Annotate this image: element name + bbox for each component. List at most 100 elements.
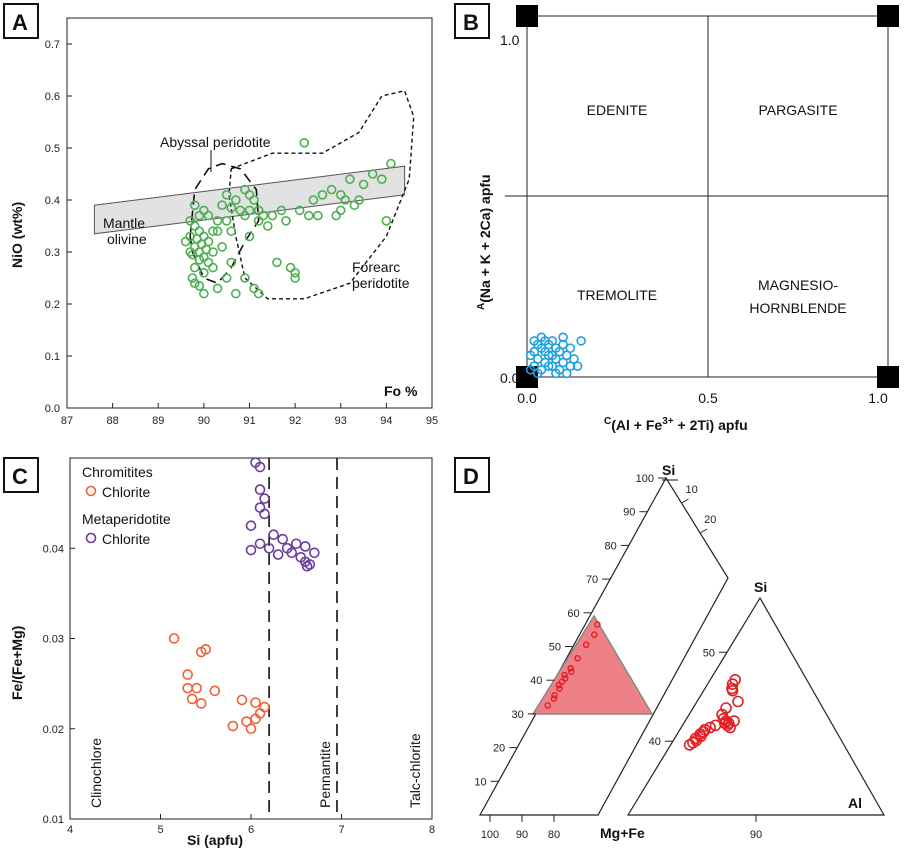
ternary-left-tick-label: 60 [567,608,579,620]
panel-a-xtick-label: 94 [380,415,392,427]
olivine-point [231,288,241,299]
panel-a-ytick-label: 0.6 [45,91,60,103]
amphibole-point [547,336,558,346]
legend-metaperidotite-2: Chlorite [102,531,150,547]
panel-c-ytick-label: 0.04 [43,543,64,555]
panel-d-label-box [454,457,490,493]
olivine-point [377,174,387,184]
olivine-point [208,262,218,273]
panel-b-ytick-0: 0.0 [500,370,520,386]
metaperidotite-chlorite-point [290,538,302,550]
vertex-al: Al [848,795,862,811]
vertex-si-right: Si [754,579,767,595]
panel-d-points [544,621,744,751]
olivine-point [267,210,278,221]
field-edenite: EDENITE [587,102,648,118]
panel-c-xtick-label: 4 [67,824,73,836]
metaperidotite-chlorite-point [254,484,266,495]
metaperidotite-chlorite-point [299,541,311,552]
panel-b-points [525,332,586,379]
ternary-left-tick-label: 40 [530,675,542,687]
field-hornblende: HORNBLENDE [749,300,846,316]
olivine-point [203,210,214,221]
panel-b-xlabel: C(Al + Fe3+ + 2Ti) apfu [604,416,748,433]
olivine-point [221,273,232,283]
chromitite-chlorite-point [254,708,266,719]
ternary-right-point [732,695,744,708]
metaperidotite-chlorite-point [254,461,266,473]
ternary-left-tick-label: 10 [474,776,486,788]
metaperidotite-chlorite-point [259,493,270,504]
olivine-point [212,226,223,236]
olivine-point [281,216,291,226]
panel-b-xtick-1: 0.5 [698,390,718,406]
forearc-label-2: peridotite [352,275,410,291]
ternary-left-tick-label: 70 [586,574,598,586]
metaperidotite-chlorite-point [277,533,288,545]
corner-marker-br [877,366,899,388]
amphibole-point [529,361,540,371]
ternary-left-tick-label: 20 [493,743,505,755]
amphibole-point [576,336,586,346]
panel-c-points [168,457,320,735]
amphibole-point [561,350,572,361]
olivine-point [208,226,218,236]
panel-c-ytick-label: 0.03 [43,634,64,646]
ternary-left-point [582,641,590,649]
metaperidotite-chlorite-point [309,547,320,559]
metaperidotite-chlorite-point [259,508,270,520]
panel-a-xtick-label: 93 [335,415,347,427]
ternary-left-point [556,685,563,692]
olivine-point [326,184,337,195]
olivine-point [221,190,232,200]
amphibole-point [533,368,543,379]
amphibole-point [561,368,572,379]
amphibole-point [536,332,547,343]
olivine-point [185,247,195,257]
olivine-point [304,210,314,221]
olivine-point [290,273,300,283]
olivine-point [217,200,227,210]
panel-c-ticks: 4 5 6 7 8 0.01 0.02 0.03 0.04 [43,543,435,836]
ternary-left-point [551,692,558,699]
olivine-point [317,190,328,200]
field-pargasite: PARGASITE [758,102,837,118]
ternary-triangle [626,596,886,816]
panel-d-ticks: 100 90 80 70 60 50 40 30 20 10 10 20 100 90 80 50 40 90 [474,473,762,841]
olivine-point [199,288,209,299]
olivine-point [299,138,310,148]
panel-d-letter: D [463,464,479,489]
panel-c: C 4 5 6 7 8 0.01 0.02 0.03 0.04 Chromitites Chlo… [3,457,435,848]
panel-b-ylabel: A(Na + K + 2Ca) apfu [476,174,493,310]
panel-a-ytick-label: 0.0 [45,403,60,415]
panel-c-ytick-label: 0.02 [43,724,64,736]
ternary-left-tick-label: 30 [512,709,524,721]
ternary-left-point [561,675,569,682]
olivine-point [294,205,305,216]
panel-a-ytick-label: 0.1 [45,351,60,363]
panel-c-xtick-label: 7 [338,824,344,836]
olivine-point [187,273,198,283]
olivine-point [285,262,296,273]
chromitite-chlorite-point [245,723,257,735]
chromitite-chlorite-point [186,693,198,705]
olivine-point [194,254,205,265]
ternary-left-point [550,695,558,702]
forearc-peridotite-field [228,89,415,300]
olivine-point [235,205,246,216]
panel-a-xlabel: Fo % [384,383,418,399]
ternary-inner-bottom-label: 90 [750,829,762,841]
olivine-point [221,216,232,226]
amphibole-point [540,346,550,357]
olivine-point [249,195,259,205]
olivine-point [308,195,319,205]
ternary-right-point [721,719,734,732]
panel-a-xtick-label: 91 [243,415,255,427]
chromitite-chlorite-point [250,697,261,708]
ternary-left-point [591,631,598,638]
mantle-label-1: Mantle [103,215,145,231]
field-magnesio: MAGNESIO- [758,277,838,293]
chromitite-chlorite-point [259,701,270,713]
olivine-point [367,169,378,179]
ternary-inner-tick-label: 50 [703,647,715,659]
